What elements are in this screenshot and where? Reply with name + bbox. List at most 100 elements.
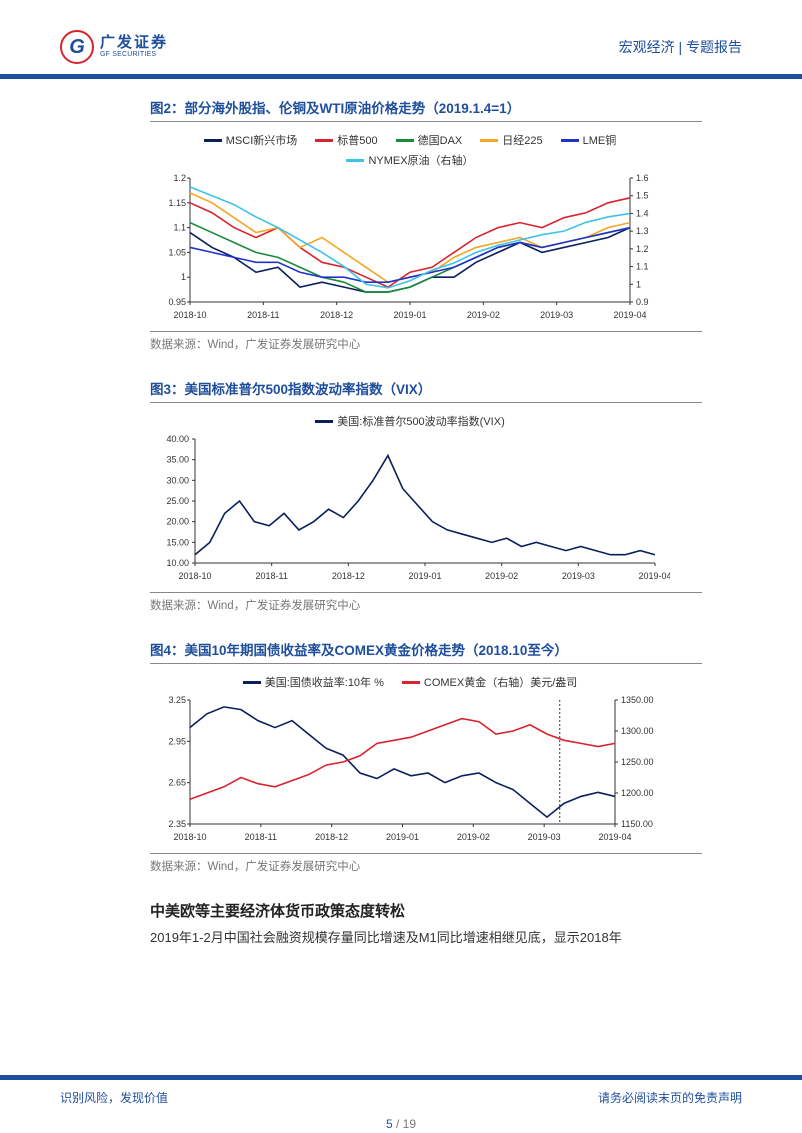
svg-text:25.00: 25.00 bbox=[166, 496, 189, 506]
svg-text:2018-11: 2018-11 bbox=[245, 832, 277, 842]
svg-text:2019-03: 2019-03 bbox=[562, 571, 595, 581]
legend-label: 标普500 bbox=[337, 132, 377, 148]
figure-2-legend: MSCI新兴市场 标普500 德国DAX 日经225 LME铜 NYMEX原油（右轴） bbox=[150, 128, 670, 172]
figure-2-svg: 0.9511.051.11.151.20.911.11.21.31.41.51.… bbox=[150, 172, 670, 322]
svg-text:35.00: 35.00 bbox=[166, 455, 189, 465]
legend-swatch bbox=[561, 139, 579, 142]
figure-4-legend: 美国:国债收益率:10年 % COMEX黄金（右轴）美元/盎司 bbox=[150, 670, 670, 694]
svg-text:1150.00: 1150.00 bbox=[621, 819, 653, 829]
figure-4: 图4：美国10年期国债收益率及COMEX黄金价格走势（2018.10至今） 美国… bbox=[150, 639, 702, 874]
svg-text:3.25: 3.25 bbox=[168, 695, 186, 705]
svg-text:2018-11: 2018-11 bbox=[247, 310, 279, 320]
figure-rule bbox=[150, 663, 702, 664]
legend-item: 德国DAX bbox=[396, 132, 463, 148]
legend-label: NYMEX原油（右轴） bbox=[368, 152, 473, 168]
page-sep: / bbox=[396, 1117, 403, 1131]
svg-text:2.65: 2.65 bbox=[168, 778, 186, 788]
svg-text:40.00: 40.00 bbox=[166, 434, 189, 444]
svg-text:2019-01: 2019-01 bbox=[386, 832, 419, 842]
legend-swatch bbox=[204, 139, 222, 142]
svg-text:1.2: 1.2 bbox=[636, 244, 649, 254]
logo: G 广发证券 GF SECURITIES bbox=[60, 30, 168, 64]
svg-text:1350.00: 1350.00 bbox=[621, 695, 654, 705]
legend-item: 美国:国债收益率:10年 % bbox=[243, 674, 384, 690]
figure-3-chart: 美国:标准普尔500波动率指数(VIX) 10.0015.0020.0025.0… bbox=[150, 409, 670, 586]
legend-item: COMEX黄金（右轴）美元/盎司 bbox=[402, 674, 577, 690]
svg-text:2019-04: 2019-04 bbox=[598, 832, 631, 842]
svg-text:15.00: 15.00 bbox=[166, 537, 189, 547]
legend-swatch bbox=[346, 159, 364, 162]
logo-en: GF SECURITIES bbox=[100, 51, 168, 59]
figure-rule bbox=[150, 121, 702, 122]
legend-swatch bbox=[315, 420, 333, 423]
figure-2-chart: MSCI新兴市场 标普500 德国DAX 日经225 LME铜 NYMEX原油（右轴） 0… bbox=[150, 128, 670, 325]
svg-text:2.95: 2.95 bbox=[168, 736, 186, 746]
svg-text:2.35: 2.35 bbox=[168, 819, 186, 829]
svg-text:2019-02: 2019-02 bbox=[467, 310, 500, 320]
svg-text:2018-12: 2018-12 bbox=[315, 832, 348, 842]
svg-text:2018-12: 2018-12 bbox=[320, 310, 353, 320]
legend-item: MSCI新兴市场 bbox=[204, 132, 298, 148]
figure-3-source: 数据来源：Wind，广发证券发展研究中心 bbox=[150, 592, 702, 613]
legend-label: 美国:国债收益率:10年 % bbox=[265, 674, 384, 690]
legend-swatch bbox=[402, 681, 420, 684]
legend-label: LME铜 bbox=[583, 132, 617, 148]
legend-swatch bbox=[396, 139, 414, 142]
svg-text:2019-03: 2019-03 bbox=[540, 310, 573, 320]
svg-text:1.3: 1.3 bbox=[636, 226, 649, 236]
page-number: 5 / 19 bbox=[0, 1117, 802, 1131]
svg-text:2019-04: 2019-04 bbox=[638, 571, 670, 581]
page-current: 5 bbox=[386, 1117, 393, 1131]
section-body: 2019年1-2月中国社会融资规模存量同比增速及M1同比增速相继见底，显示201… bbox=[150, 927, 702, 949]
figure-2-source: 数据来源：Wind，广发证券发展研究中心 bbox=[150, 331, 702, 352]
logo-cn: 广发证券 bbox=[100, 35, 168, 52]
svg-text:1.1: 1.1 bbox=[636, 262, 649, 272]
svg-text:1.05: 1.05 bbox=[168, 247, 186, 257]
legend-swatch bbox=[315, 139, 333, 142]
figure-2-title: 图2：部分海外股指、伦铜及WTI原油价格走势（2019.1.4=1） bbox=[150, 97, 702, 117]
svg-text:20.00: 20.00 bbox=[166, 517, 189, 527]
figure-4-source: 数据来源：Wind，广发证券发展研究中心 bbox=[150, 853, 702, 874]
logo-mark: G bbox=[60, 30, 94, 64]
legend-label: 德国DAX bbox=[418, 132, 463, 148]
svg-text:1.6: 1.6 bbox=[636, 173, 649, 183]
legend-swatch bbox=[480, 139, 498, 142]
svg-text:2019-01: 2019-01 bbox=[393, 310, 426, 320]
figure-rule bbox=[150, 402, 702, 403]
legend-swatch bbox=[243, 681, 261, 684]
legend-label: MSCI新兴市场 bbox=[226, 132, 298, 148]
svg-text:1.4: 1.4 bbox=[636, 208, 649, 218]
figure-3-svg: 10.0015.0020.0025.0030.0035.0040.002018-… bbox=[150, 433, 670, 583]
footer-left: 识别风险，发现价值 bbox=[60, 1089, 168, 1106]
svg-text:2019-02: 2019-02 bbox=[485, 571, 518, 581]
page-total: 19 bbox=[403, 1117, 416, 1131]
svg-text:1.1: 1.1 bbox=[173, 223, 186, 233]
figure-3-title: 图3：美国标准普尔500指数波动率指数（VIX） bbox=[150, 378, 702, 398]
figure-4-chart: 美国:国债收益率:10年 % COMEX黄金（右轴）美元/盎司 2.35 2.65 2… bbox=[150, 670, 670, 847]
figure-4-svg: 2.352.652.953.251150.001200.001250.00130… bbox=[150, 694, 670, 844]
svg-text:2018-11: 2018-11 bbox=[255, 571, 287, 581]
figure-4-title: 图4：美国10年期国债收益率及COMEX黄金价格走势（2018.10至今） bbox=[150, 639, 702, 659]
svg-text:1200.00: 1200.00 bbox=[621, 788, 654, 798]
svg-text:2019-02: 2019-02 bbox=[457, 832, 490, 842]
svg-text:2018-10: 2018-10 bbox=[173, 310, 206, 320]
svg-text:1.5: 1.5 bbox=[636, 191, 649, 201]
page-header: G 广发证券 GF SECURITIES 宏观经济 | 专题报告 bbox=[0, 0, 802, 79]
section-heading: 中美欧等主要经济体货币政策态度转松 bbox=[150, 900, 702, 921]
svg-text:2019-04: 2019-04 bbox=[613, 310, 646, 320]
svg-text:1: 1 bbox=[181, 272, 186, 282]
svg-text:1.2: 1.2 bbox=[173, 173, 186, 183]
header-category: 宏观经济 | 专题报告 bbox=[619, 37, 742, 57]
svg-text:1.15: 1.15 bbox=[168, 198, 186, 208]
legend-item: 标普500 bbox=[315, 132, 377, 148]
legend-label: 美国:标准普尔500波动率指数(VIX) bbox=[337, 413, 504, 429]
svg-text:1300.00: 1300.00 bbox=[621, 726, 654, 736]
page-content: 图2：部分海外股指、伦铜及WTI原油价格走势（2019.1.4=1） MSCI新… bbox=[0, 79, 802, 949]
legend-item: LME铜 bbox=[561, 132, 617, 148]
figure-2: 图2：部分海外股指、伦铜及WTI原油价格走势（2019.1.4=1） MSCI新… bbox=[150, 97, 702, 352]
svg-text:0.9: 0.9 bbox=[636, 297, 649, 307]
svg-text:2018-10: 2018-10 bbox=[178, 571, 211, 581]
svg-text:2018-10: 2018-10 bbox=[173, 832, 206, 842]
legend-item: 日经225 bbox=[480, 132, 542, 148]
svg-text:1: 1 bbox=[636, 279, 641, 289]
